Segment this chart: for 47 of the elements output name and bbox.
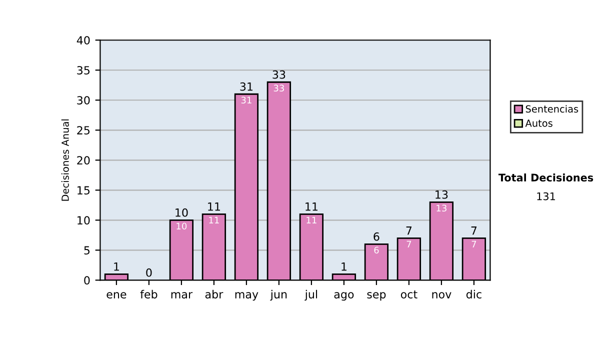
x-tick-label: ago: [334, 292, 354, 301]
total-label: 31: [240, 82, 252, 91]
data-label: 10: [176, 222, 187, 230]
x-tick-label: oct: [400, 290, 418, 298]
total-label: 11: [306, 202, 318, 211]
y-tick-label: 0: [84, 276, 90, 285]
total-label: 1: [342, 262, 346, 271]
data-label: 11: [209, 216, 219, 224]
data-label: 33: [274, 84, 284, 92]
y-tick-label: 25: [77, 126, 90, 135]
y-tick-label: 40: [76, 36, 90, 44]
x-tick-label: jun: [270, 290, 287, 301]
x-tick-label: ene: [106, 292, 126, 298]
data-label: 7: [472, 240, 476, 248]
y-tick-label: 10: [78, 216, 90, 225]
x-tick-label: nov: [432, 292, 452, 298]
y-tick-label: 20: [77, 156, 90, 165]
text: 131: [537, 192, 555, 200]
total-label: 7: [471, 226, 477, 235]
y-tick-label: 30: [77, 96, 90, 105]
total-label: 0: [146, 268, 152, 277]
y-tick-label: 35: [77, 66, 90, 75]
total-label: 13: [436, 190, 448, 199]
total-label: 1: [114, 262, 119, 271]
total-label: 6: [374, 232, 380, 241]
x-tick-label: abr: [205, 290, 224, 298]
x-tick-label: feb: [140, 290, 158, 298]
y-axis-title: Decisiones Anual: [61, 119, 69, 201]
x-tick-label: may: [235, 292, 258, 301]
x-tick-label: mar: [171, 292, 193, 298]
total-label: 11: [208, 202, 220, 211]
x-tick-label: sep: [367, 292, 386, 301]
x-tick-label: jul: [304, 290, 318, 301]
total-label: 33: [272, 70, 286, 79]
legend-label: Sentencias: [526, 105, 578, 113]
x-tick-label: dic: [466, 290, 482, 298]
y-tick-label: 15: [78, 186, 90, 195]
data-label: 31: [241, 96, 252, 104]
data-label: 7: [406, 240, 412, 248]
data-label: 11: [306, 216, 316, 224]
data-label: 13: [436, 204, 446, 212]
text: Total Decisiones: [498, 173, 594, 182]
total-label: 7: [406, 226, 412, 235]
legend-label: Autos: [525, 120, 552, 127]
total-label: 10: [176, 208, 188, 217]
data-label: 6: [374, 246, 379, 254]
y-tick-label: 5: [84, 246, 90, 255]
